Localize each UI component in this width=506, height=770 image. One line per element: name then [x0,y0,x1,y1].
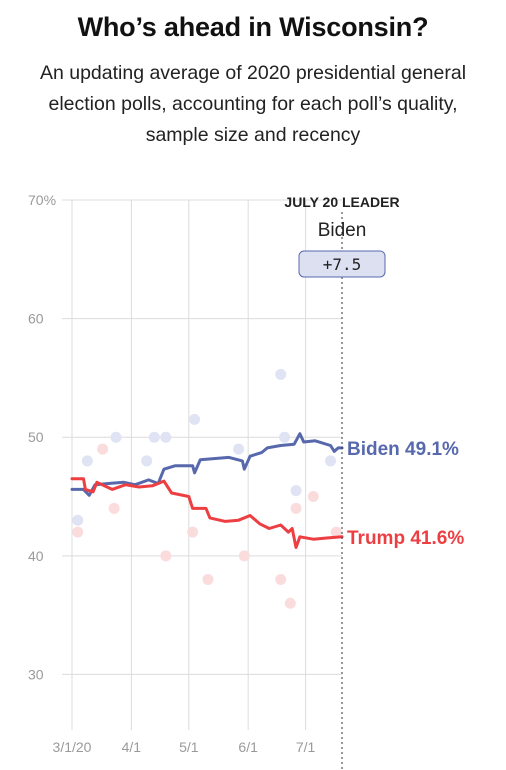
leader-margin-value: +7.5 [323,255,362,274]
leader-annotation: JULY 20 LEADER Biden +7.5 [284,194,400,770]
poll-dot-trump [97,443,109,455]
y-tick-label: 50 [28,429,44,445]
poll-dot-biden [141,455,153,467]
chart-title: Who’s ahead in Wisconsin? [77,12,429,42]
x-tick-label: 4/1 [122,739,142,755]
biden-average-line [70,432,344,497]
leader-label: JULY 20 LEADER [284,194,399,210]
poll-dot-biden [275,368,287,380]
poll-dot-trump [202,574,214,586]
x-tick-label: 3/1/20 [53,739,92,755]
poll-dot-biden [72,514,84,526]
poll-dot-biden [279,431,291,443]
chart-subtitle: An updating average of 2020 presidential… [39,62,467,146]
average-lines [70,432,344,549]
poll-dot-trump [307,491,319,503]
end-labels: Biden 49.1% Trump 41.6% [347,439,464,549]
poll-dots [72,368,342,609]
y-tick-label: 60 [28,311,44,327]
poll-dot-biden [81,455,93,467]
leader-margin-badge [298,250,386,278]
biden-end-label: Biden 49.1% [347,439,459,460]
x-tick-label: 5/1 [179,739,199,755]
leader-name: Biden [318,220,367,241]
x-tick-label: 6/1 [238,739,258,755]
poll-dot-biden [160,431,172,443]
poll-dot-trump [330,526,342,538]
poll-dot-trump [108,502,120,514]
poll-dot-biden [290,485,302,497]
trump-end-label: Trump 41.6% [347,528,464,549]
trump-average-line [70,477,344,549]
poll-dot-biden [233,443,245,455]
x-tick-label: 7/1 [296,739,316,755]
poll-dot-trump [290,502,302,514]
poll-dot-trump [238,550,250,562]
poll-dot-trump [284,597,296,609]
y-tick-label: 40 [28,548,44,564]
y-tick-label: 70% [28,192,56,208]
poll-dot-biden [189,413,201,425]
poll-dot-trump [160,550,172,562]
poll-dot-biden [110,431,122,443]
chart-grid: 70% 60 50 40 30 3/1/20 4/1 5/1 6/1 7/1 [28,192,342,755]
poll-dot-trump [275,574,287,586]
poll-dot-biden [148,431,160,443]
y-tick-label: 30 [28,666,44,682]
poll-dot-trump [187,526,199,538]
poll-dot-trump [72,526,84,538]
poll-dot-biden [325,455,337,467]
